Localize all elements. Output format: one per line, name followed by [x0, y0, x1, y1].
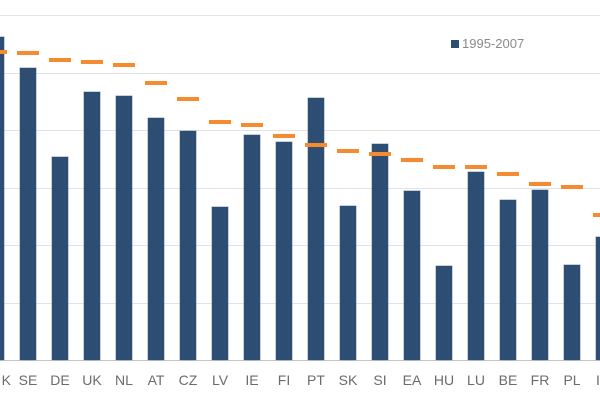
dash-marker: [465, 164, 487, 169]
legend: 1995-2007: [451, 36, 524, 51]
dash-marker: [81, 60, 103, 65]
bar: [244, 135, 260, 360]
gridline: [0, 15, 600, 16]
dash-marker: [0, 49, 7, 54]
x-axis-label: K: [1, 372, 11, 388]
x-axis-label: PT: [307, 372, 325, 388]
legend-swatch: [451, 39, 459, 48]
bar: [84, 92, 100, 360]
bar: [276, 142, 292, 360]
bar: [532, 189, 548, 360]
x-axis-label: HU: [433, 372, 455, 388]
dash-marker: [145, 80, 167, 85]
bar: [20, 67, 36, 360]
x-axis-label: UK: [82, 372, 102, 388]
x-axis-label: IE: [245, 372, 259, 388]
dash-marker: [17, 50, 39, 55]
x-axis-label: EA: [402, 372, 422, 388]
bar: [116, 96, 132, 360]
dash-marker: [113, 63, 135, 68]
bar: [500, 200, 516, 360]
dash-marker: [241, 122, 263, 127]
dash-marker: [561, 184, 583, 189]
x-axis-line: [0, 360, 600, 361]
x-axis-label: I: [596, 372, 600, 388]
x-axis-label: LU: [467, 372, 485, 388]
x-axis-label: PL: [563, 372, 581, 388]
dash-marker: [369, 152, 391, 157]
x-axis-label: NL: [115, 372, 133, 388]
bar: [212, 207, 228, 360]
gridline: [0, 303, 600, 304]
gridline: [0, 130, 600, 131]
bar: [148, 117, 164, 360]
x-axis-label: FR: [530, 372, 550, 388]
x-axis-label: CZ: [178, 372, 198, 388]
x-axis-label: AT: [147, 372, 165, 388]
dash-marker: [305, 142, 327, 147]
gridline: [0, 73, 600, 74]
dash-marker: [273, 133, 295, 138]
x-axis-label: SK: [338, 372, 358, 388]
bar: [180, 131, 196, 360]
dash-marker: [177, 96, 199, 101]
dash-marker: [433, 164, 455, 169]
bar: [468, 171, 484, 360]
x-axis-label: FI: [277, 372, 291, 388]
bar: [0, 36, 4, 360]
dash-marker: [209, 119, 231, 124]
dash-marker: [49, 57, 71, 62]
gridline: [0, 245, 600, 246]
bar: [404, 190, 420, 360]
x-axis-label: BE: [498, 372, 518, 388]
dash-marker: [497, 172, 519, 177]
bar: [564, 265, 580, 360]
x-axis-label: SE: [18, 372, 38, 388]
bar: [436, 266, 452, 360]
legend-label: 1995-2007: [462, 36, 525, 51]
bar: [52, 157, 68, 360]
bar: [340, 205, 356, 360]
gridline: [0, 188, 600, 189]
x-axis-label: DE: [50, 372, 70, 388]
dash-marker: [529, 182, 551, 187]
bar: [372, 143, 388, 360]
dash-marker: [593, 213, 600, 218]
dash-marker: [401, 157, 423, 162]
bar: [596, 236, 600, 360]
x-axis-label: SI: [373, 372, 387, 388]
dash-marker: [337, 149, 359, 154]
x-axis-label: LV: [211, 372, 229, 388]
bar: [308, 97, 324, 360]
